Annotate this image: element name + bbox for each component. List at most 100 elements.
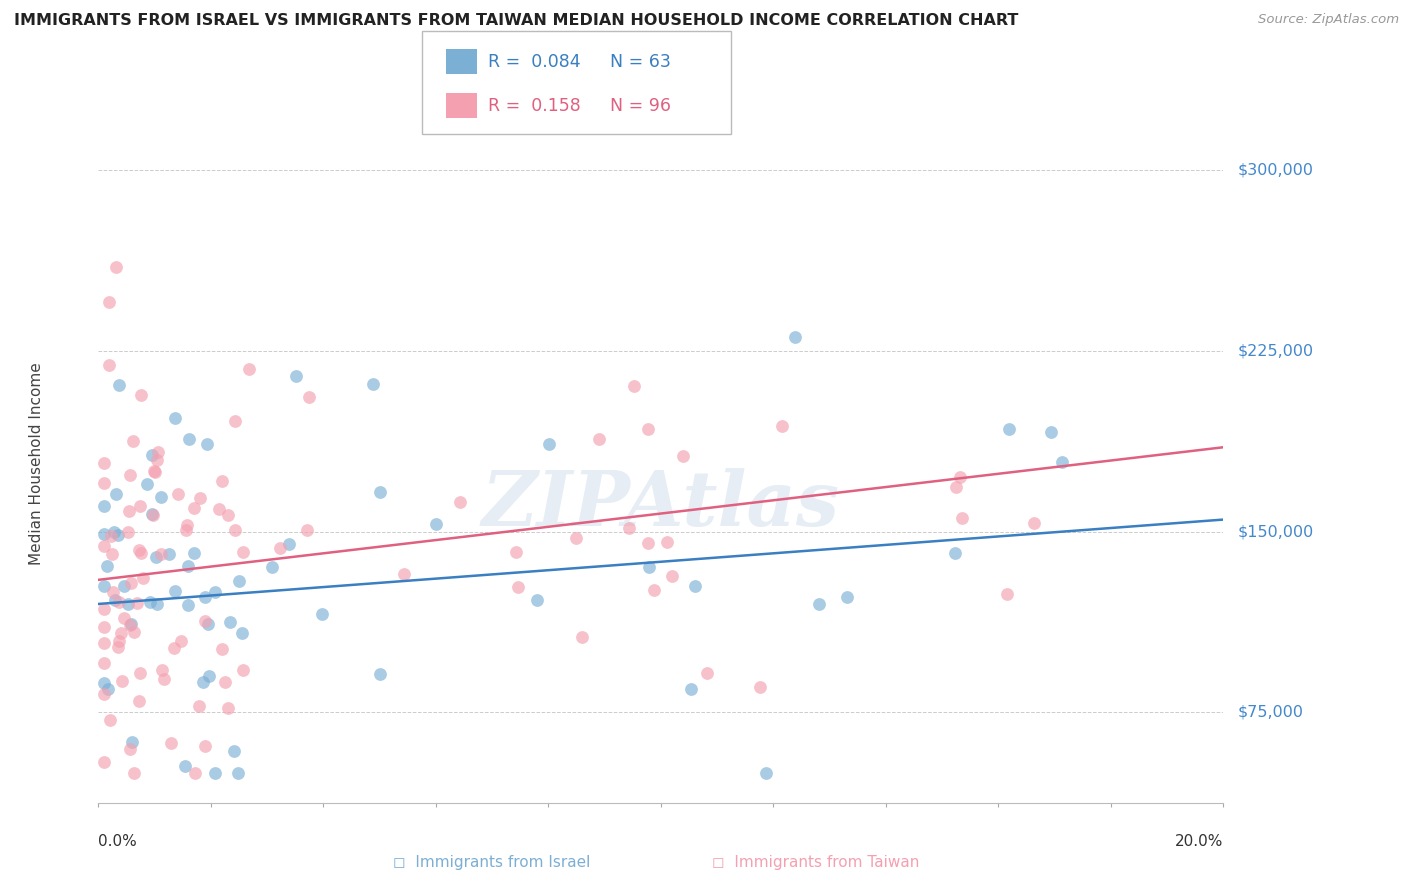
Point: [150, 663, 173, 677]
Point: [197, 616, 219, 631]
Point: [1039, 425, 1062, 439]
Point: [508, 580, 530, 594]
Point: [361, 376, 384, 391]
Point: [661, 569, 683, 583]
Point: [108, 634, 131, 648]
Point: [107, 527, 129, 541]
Point: [93, 756, 115, 770]
Point: [142, 508, 165, 523]
Point: [176, 517, 198, 532]
Point: [118, 742, 141, 756]
Point: [505, 545, 527, 559]
Point: [98, 713, 121, 727]
Point: [204, 765, 226, 780]
Point: [129, 388, 152, 402]
Point: [146, 598, 169, 612]
Point: [1024, 516, 1046, 531]
Point: [153, 672, 176, 686]
Text: $225,000: $225,000: [1237, 343, 1313, 359]
Point: [117, 524, 139, 539]
Point: [219, 615, 242, 630]
Point: [637, 536, 659, 550]
Point: [129, 500, 152, 514]
Point: [149, 547, 172, 561]
Point: [177, 432, 200, 446]
Point: [370, 666, 392, 681]
Point: [284, 369, 307, 384]
Point: [163, 584, 186, 599]
Point: [100, 547, 122, 561]
Point: [118, 617, 141, 632]
Point: [228, 765, 250, 780]
Point: [120, 616, 142, 631]
Point: [749, 681, 772, 695]
Point: [637, 560, 659, 574]
Point: [141, 507, 163, 521]
Point: [110, 625, 132, 640]
Point: [121, 735, 143, 749]
Point: [1052, 455, 1074, 469]
Point: [104, 592, 127, 607]
Point: [93, 456, 115, 470]
Point: [112, 579, 135, 593]
Point: [93, 500, 115, 514]
Text: IMMIGRANTS FROM ISRAEL VS IMMIGRANTS FROM TAIWAN MEDIAN HOUSEHOLD INCOME CORRELA: IMMIGRANTS FROM ISRAEL VS IMMIGRANTS FRO…: [14, 13, 1018, 29]
Point: [93, 527, 115, 541]
Point: [104, 487, 127, 501]
Point: [311, 607, 333, 621]
Text: R =  0.158: R = 0.158: [488, 97, 581, 115]
Point: [93, 676, 115, 690]
Text: $75,000: $75,000: [1237, 705, 1303, 720]
Point: [107, 640, 129, 655]
Point: [190, 491, 212, 505]
Point: [177, 558, 200, 573]
Text: R =  0.084: R = 0.084: [488, 53, 581, 70]
Point: [120, 467, 142, 482]
Point: [93, 636, 115, 650]
Point: [131, 571, 153, 585]
Text: N = 96: N = 96: [610, 97, 671, 115]
Point: [146, 444, 169, 458]
Point: [755, 765, 778, 780]
Point: [197, 669, 219, 683]
Point: [945, 480, 967, 494]
Point: [184, 765, 207, 780]
Point: [93, 539, 115, 553]
Point: [224, 414, 246, 428]
Point: [526, 593, 548, 607]
Point: [96, 559, 118, 574]
Point: [217, 508, 239, 522]
Text: $300,000: $300,000: [1237, 162, 1313, 178]
Text: Source: ZipAtlas.com: Source: ZipAtlas.com: [1258, 13, 1399, 27]
Point: [211, 474, 233, 488]
Point: [93, 579, 115, 593]
Point: [143, 464, 166, 478]
Point: [103, 585, 125, 599]
Point: [145, 550, 167, 565]
Point: [208, 501, 231, 516]
Point: [129, 546, 152, 560]
Text: 20.0%: 20.0%: [1175, 834, 1223, 849]
Point: [211, 641, 233, 656]
Text: ZIPAtlas: ZIPAtlas: [482, 467, 839, 541]
Point: [997, 422, 1019, 436]
Point: [392, 566, 415, 581]
Point: [297, 523, 319, 537]
Point: [93, 476, 115, 491]
Point: [93, 657, 115, 671]
Point: [565, 531, 588, 545]
Point: [231, 626, 253, 640]
Point: [277, 537, 299, 551]
Point: [146, 453, 169, 467]
Point: [950, 511, 973, 525]
Point: [118, 504, 141, 518]
Point: [163, 411, 186, 425]
Point: [108, 595, 131, 609]
Point: [167, 486, 190, 500]
Point: [232, 545, 254, 559]
Point: [170, 634, 193, 648]
Point: [194, 739, 217, 753]
Point: [623, 378, 645, 392]
Point: [224, 744, 246, 758]
Point: [117, 597, 139, 611]
